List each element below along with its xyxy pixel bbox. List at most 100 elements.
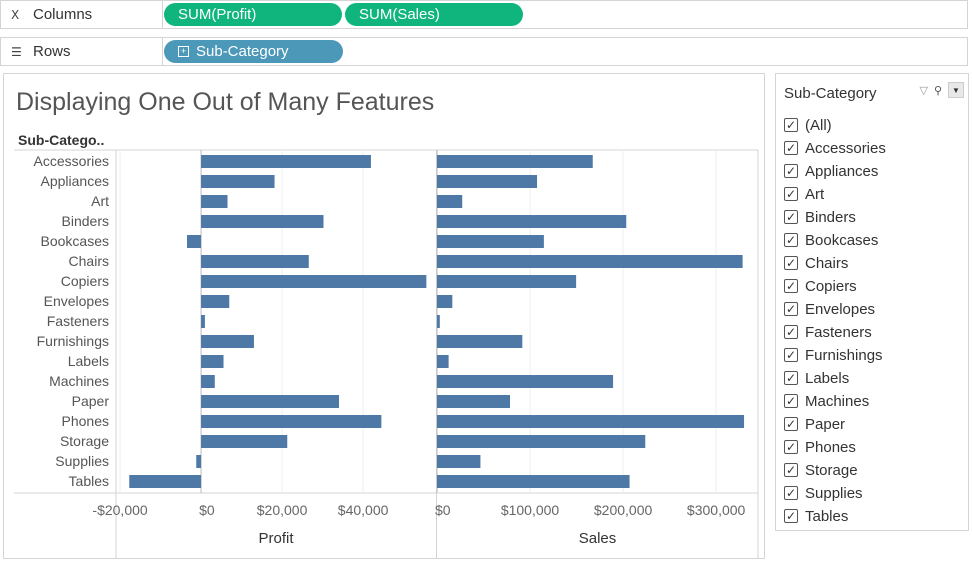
category-label: Storage	[60, 433, 109, 449]
row-header-sub-category[interactable]: Sub-Catego..	[18, 132, 105, 148]
filter-item[interactable]: ✓ Appliances	[784, 161, 878, 181]
filter-item[interactable]: ✓ Bookcases	[784, 230, 878, 250]
filter-item[interactable]: ✓ Labels	[784, 368, 849, 388]
tick-label: $20,000	[257, 502, 308, 518]
filter-item[interactable]: ✓ Supplies	[784, 483, 863, 503]
filter-item[interactable]: ✓ Fasteners	[784, 322, 872, 342]
bar	[201, 315, 205, 328]
bar	[437, 355, 449, 368]
checkbox-checked-icon[interactable]: ✓	[784, 509, 798, 523]
filter-item[interactable]: ✓ (All)	[784, 115, 832, 135]
tick-label: $100,000	[501, 502, 560, 518]
tick-label: $0	[199, 502, 215, 518]
checkbox-checked-icon[interactable]: ✓	[784, 302, 798, 316]
expand-plus-icon[interactable]: +	[178, 46, 189, 57]
bar	[437, 235, 544, 248]
tick-label: $0	[435, 502, 451, 518]
filter-item[interactable]: ✓ Storage	[784, 460, 858, 480]
tick-label: $200,000	[594, 502, 653, 518]
pill-sum-profit[interactable]: SUM(Profit)	[164, 3, 342, 26]
checkbox-checked-icon[interactable]: ✓	[784, 440, 798, 454]
filter-search-icon[interactable]: ⚲	[933, 84, 942, 97]
category-label: Copiers	[61, 273, 109, 289]
filter-item-label: Art	[805, 185, 825, 203]
filter-item-label: Bookcases	[805, 231, 879, 249]
bar-chart[interactable]: Accessories Appliances Art Binders Bookcases…	[4, 74, 764, 558]
tick-label: -$20,000	[92, 502, 147, 518]
filter-item[interactable]: ✓ Art	[784, 184, 824, 204]
checkbox-checked-icon[interactable]: ✓	[784, 256, 798, 270]
category-label: Machines	[49, 373, 109, 389]
filter-item[interactable]: ✓ Paper	[784, 414, 845, 434]
bar	[437, 395, 511, 408]
bar	[437, 415, 745, 428]
bar	[437, 375, 614, 388]
category-label: Labels	[68, 353, 109, 369]
bar	[437, 215, 627, 228]
filter-item[interactable]: ✓ Phones	[784, 437, 856, 457]
filter-item[interactable]: ✓ Copiers	[784, 276, 857, 296]
bar	[201, 335, 254, 348]
filter-item[interactable]: ✓ Accessories	[784, 138, 886, 158]
filter-item[interactable]: ✓ Machines	[784, 391, 869, 411]
checkbox-checked-icon[interactable]: ✓	[784, 164, 798, 178]
filter-item-label: Furnishings	[805, 346, 883, 364]
bar	[129, 475, 202, 488]
filter-item-label: Tables	[805, 507, 849, 525]
checkbox-checked-icon[interactable]: ✓	[784, 417, 798, 431]
bar	[437, 455, 481, 468]
checkbox-checked-icon[interactable]: ✓	[784, 233, 798, 247]
filter-item[interactable]: ✓ Binders	[784, 207, 856, 227]
checkbox-checked-icon[interactable]: ✓	[784, 325, 798, 339]
category-label: Paper	[72, 393, 110, 409]
checkbox-checked-icon[interactable]: ✓	[784, 210, 798, 224]
filter-item-label: Binders	[805, 208, 856, 226]
sub-category-filter: Sub-Category ▽ ⚲ ▼ ✓ (All) ✓ Accessories ✓ Ap…	[775, 73, 969, 531]
rows-shelf[interactable]: ☰ Rows + Sub-Category	[0, 37, 968, 66]
category-label: Phones	[62, 413, 109, 429]
bar	[437, 195, 463, 208]
filter-funnel-icon[interactable]: ▽	[919, 84, 928, 97]
rows-shelf-label: ☰ Rows	[1, 38, 163, 65]
category-label: Binders	[62, 213, 109, 229]
checkbox-checked-icon[interactable]: ✓	[784, 348, 798, 362]
checkbox-checked-icon[interactable]: ✓	[784, 394, 798, 408]
bar	[201, 275, 427, 288]
category-label: Bookcases	[41, 233, 109, 249]
checkbox-checked-icon[interactable]: ✓	[784, 279, 798, 293]
bar	[186, 235, 202, 248]
filter-item[interactable]: ✓ Envelopes	[784, 299, 875, 319]
bar	[437, 275, 577, 288]
bar	[437, 435, 646, 448]
checkbox-checked-icon[interactable]: ✓	[784, 118, 798, 132]
filter-title: Sub-Category	[784, 85, 877, 102]
category-label: Fasteners	[47, 313, 109, 329]
filter-item[interactable]: ✓ Furnishings	[784, 345, 883, 365]
category-label: Tables	[69, 473, 109, 489]
filter-item-label: Paper	[805, 415, 846, 433]
bar	[201, 435, 288, 448]
filter-item-label: Phones	[805, 438, 856, 456]
pill-sum-sales[interactable]: SUM(Sales)	[345, 3, 523, 26]
filter-menu-dropdown-icon[interactable]: ▼	[948, 82, 964, 98]
filter-item-label: Fasteners	[805, 323, 872, 341]
columns-shelf[interactable]: Ⅹ Columns SUM(Profit) SUM(Sales)	[0, 0, 968, 29]
checkbox-checked-icon[interactable]: ✓	[784, 486, 798, 500]
filter-item-label: Chairs	[805, 254, 849, 272]
filter-item-label: Machines	[805, 392, 870, 410]
bar	[437, 315, 440, 328]
checkbox-checked-icon[interactable]: ✓	[784, 187, 798, 201]
bar	[201, 195, 228, 208]
pill-sub-category[interactable]: + Sub-Category	[164, 40, 343, 63]
checkbox-checked-icon[interactable]: ✓	[784, 463, 798, 477]
checkbox-checked-icon[interactable]: ✓	[784, 141, 798, 155]
bar	[201, 175, 275, 188]
filter-item-label: Supplies	[805, 484, 863, 502]
filter-item-label: Labels	[805, 369, 850, 387]
filter-item[interactable]: ✓ Tables	[784, 506, 848, 526]
category-label: Furnishings	[37, 333, 109, 349]
tick-label: $40,000	[338, 502, 389, 518]
filter-item[interactable]: ✓ Chairs	[784, 253, 848, 273]
checkbox-checked-icon[interactable]: ✓	[784, 371, 798, 385]
bar	[196, 455, 202, 468]
